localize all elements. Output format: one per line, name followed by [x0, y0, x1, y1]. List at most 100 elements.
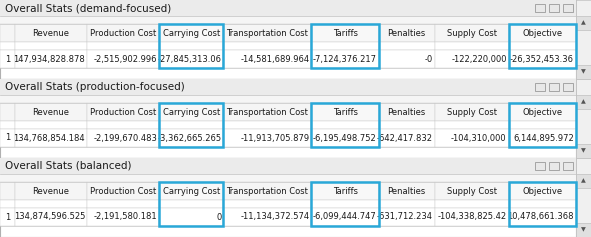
Bar [509, 208, 576, 226]
Bar [15, 182, 87, 200]
Bar [160, 24, 223, 42]
Bar [0, 42, 15, 50]
Bar [379, 42, 434, 50]
Text: ▼: ▼ [581, 149, 586, 154]
Bar [311, 24, 379, 42]
Text: Production Cost: Production Cost [90, 108, 157, 117]
Text: Transportation Cost: Transportation Cost [226, 187, 309, 196]
Bar [434, 182, 509, 200]
Bar [15, 121, 87, 129]
Bar [160, 103, 223, 147]
Text: 147,934,828.878: 147,934,828.878 [14, 55, 85, 64]
Text: 1: 1 [5, 213, 10, 222]
Text: -11,134,372.574: -11,134,372.574 [241, 213, 310, 222]
Bar [509, 50, 576, 68]
Bar [311, 50, 379, 68]
Text: -2,191,580.181: -2,191,580.181 [94, 213, 157, 222]
Text: Tariffs: Tariffs [333, 187, 358, 196]
Bar [379, 24, 434, 42]
Bar [223, 208, 311, 226]
Bar [509, 42, 576, 50]
Bar [509, 182, 576, 200]
Text: Carrying Cost: Carrying Cost [163, 187, 220, 196]
Bar [311, 103, 379, 147]
Bar [0, 79, 576, 95]
Text: -11,913,705.879: -11,913,705.879 [241, 133, 310, 142]
Bar [379, 200, 434, 208]
Bar [576, 174, 591, 188]
Bar [160, 200, 223, 208]
Text: Supply Cost: Supply Cost [447, 28, 496, 37]
Bar [0, 158, 576, 237]
Text: -27,845,313.06: -27,845,313.06 [157, 55, 222, 64]
Text: 6,144,895.972: 6,144,895.972 [513, 133, 574, 142]
Bar [87, 103, 160, 121]
Bar [223, 121, 311, 129]
Bar [434, 129, 509, 147]
Bar [0, 174, 576, 182]
Bar [509, 182, 576, 226]
Bar [563, 162, 573, 170]
Text: Objective: Objective [522, 28, 563, 37]
Bar [509, 103, 576, 147]
Bar [311, 182, 379, 200]
Bar [160, 24, 223, 68]
Text: -0: -0 [424, 55, 433, 64]
Bar [87, 42, 160, 50]
Bar [434, 103, 509, 121]
Bar [549, 162, 559, 170]
Text: Transportation Cost: Transportation Cost [226, 108, 309, 117]
Text: Penalties: Penalties [388, 187, 426, 196]
Text: Supply Cost: Supply Cost [447, 187, 496, 196]
Bar [223, 50, 311, 68]
Bar [223, 42, 311, 50]
Bar [311, 121, 379, 129]
Bar [15, 129, 87, 147]
Text: -2,199,670.483: -2,199,670.483 [93, 133, 157, 142]
Bar [311, 24, 379, 68]
Text: Overall Stats (production-focused): Overall Stats (production-focused) [5, 82, 185, 92]
Bar [434, 200, 509, 208]
Bar [434, 24, 509, 42]
Bar [379, 182, 434, 200]
Bar [509, 24, 576, 68]
Text: Revenue: Revenue [33, 187, 70, 196]
Bar [0, 0, 576, 16]
Bar [15, 42, 87, 50]
Bar [535, 162, 545, 170]
Bar [434, 208, 509, 226]
Bar [379, 129, 434, 147]
Bar [223, 200, 311, 208]
Bar [0, 208, 15, 226]
Text: -631,712.234: -631,712.234 [376, 213, 433, 222]
Text: Penalties: Penalties [388, 28, 426, 37]
Bar [311, 208, 379, 226]
Bar [160, 129, 223, 147]
Bar [0, 200, 15, 208]
Bar [311, 182, 379, 226]
Bar [15, 200, 87, 208]
Bar [311, 103, 379, 121]
Text: Penalties: Penalties [388, 108, 426, 117]
Text: -14,581,689.964: -14,581,689.964 [241, 55, 310, 64]
Bar [509, 121, 576, 129]
Bar [576, 65, 591, 79]
Text: 1: 1 [5, 55, 10, 64]
Text: -3,362,665.265: -3,362,665.265 [157, 133, 222, 142]
Text: 1: 1 [5, 133, 10, 142]
Text: 10,478,661.368: 10,478,661.368 [508, 213, 574, 222]
Text: Production Cost: Production Cost [90, 187, 157, 196]
Text: -2,515,902.996: -2,515,902.996 [94, 55, 157, 64]
Bar [0, 158, 576, 174]
Text: -26,352,453.36: -26,352,453.36 [510, 55, 574, 64]
Bar [0, 182, 15, 200]
Bar [509, 129, 576, 147]
Bar [15, 50, 87, 68]
Text: -7,124,376.217: -7,124,376.217 [313, 55, 377, 64]
Bar [576, 144, 591, 158]
Text: ▲: ▲ [581, 178, 586, 183]
Bar [15, 103, 87, 121]
Text: Revenue: Revenue [33, 108, 70, 117]
Bar [160, 42, 223, 50]
Bar [0, 121, 15, 129]
